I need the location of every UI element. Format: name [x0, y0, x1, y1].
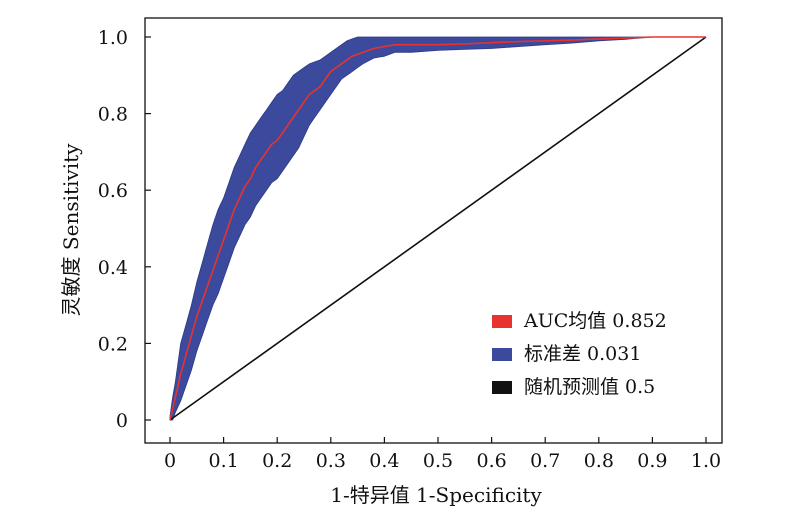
mean-roc-line [169, 36, 706, 421]
legend-label: 随机预测值 0.5 [524, 376, 655, 398]
legend-swatch [492, 315, 512, 328]
plot-frame [144, 17, 723, 444]
y-tick-label: 0 [116, 410, 128, 432]
x-tick-label: 0.6 [476, 450, 506, 472]
x-tick-label: 1.0 [691, 450, 721, 472]
x-tick-label: 0.4 [369, 450, 399, 472]
x-tick-label: 0.3 [316, 450, 346, 472]
legend-label: AUC均值 0.852 [523, 310, 667, 332]
axes [144, 17, 723, 444]
x-tick-label: 0.1 [208, 450, 238, 472]
legend-label: 标准差 0.031 [524, 343, 641, 365]
x-tick-label: 0.5 [423, 450, 453, 472]
y-tick-label: 0.8 [98, 104, 128, 126]
y-axis-title: 灵敏度 Sensitivity [59, 143, 83, 317]
y-tick-label: 0.6 [98, 180, 128, 202]
legend-swatch [492, 381, 512, 394]
x-tick-label: 0.2 [262, 450, 292, 472]
x-tick-label: 0.7 [530, 450, 560, 472]
random-line [169, 36, 707, 421]
legend: AUC均值 0.852 标准差 0.031 随机预测值 0.5 [492, 310, 667, 398]
plot-area [169, 36, 707, 421]
x-tick-label: 0.8 [584, 450, 614, 472]
y-tick-label: 0.4 [98, 257, 128, 279]
tick-labels: 0 0.1 0.2 0.3 0.4 0.5 0.6 0.7 0.8 0.9 1.0 0 0.2 0.4 0.… [98, 27, 721, 472]
y-tick-label: 0.2 [98, 333, 128, 355]
y-tick-label: 1.0 [98, 27, 128, 49]
x-axis-title: 1-特异值 1-Specificity [330, 483, 542, 507]
x-tick-label: 0.9 [637, 450, 667, 472]
x-tick-label: 0 [164, 450, 176, 472]
legend-swatch [492, 348, 512, 361]
